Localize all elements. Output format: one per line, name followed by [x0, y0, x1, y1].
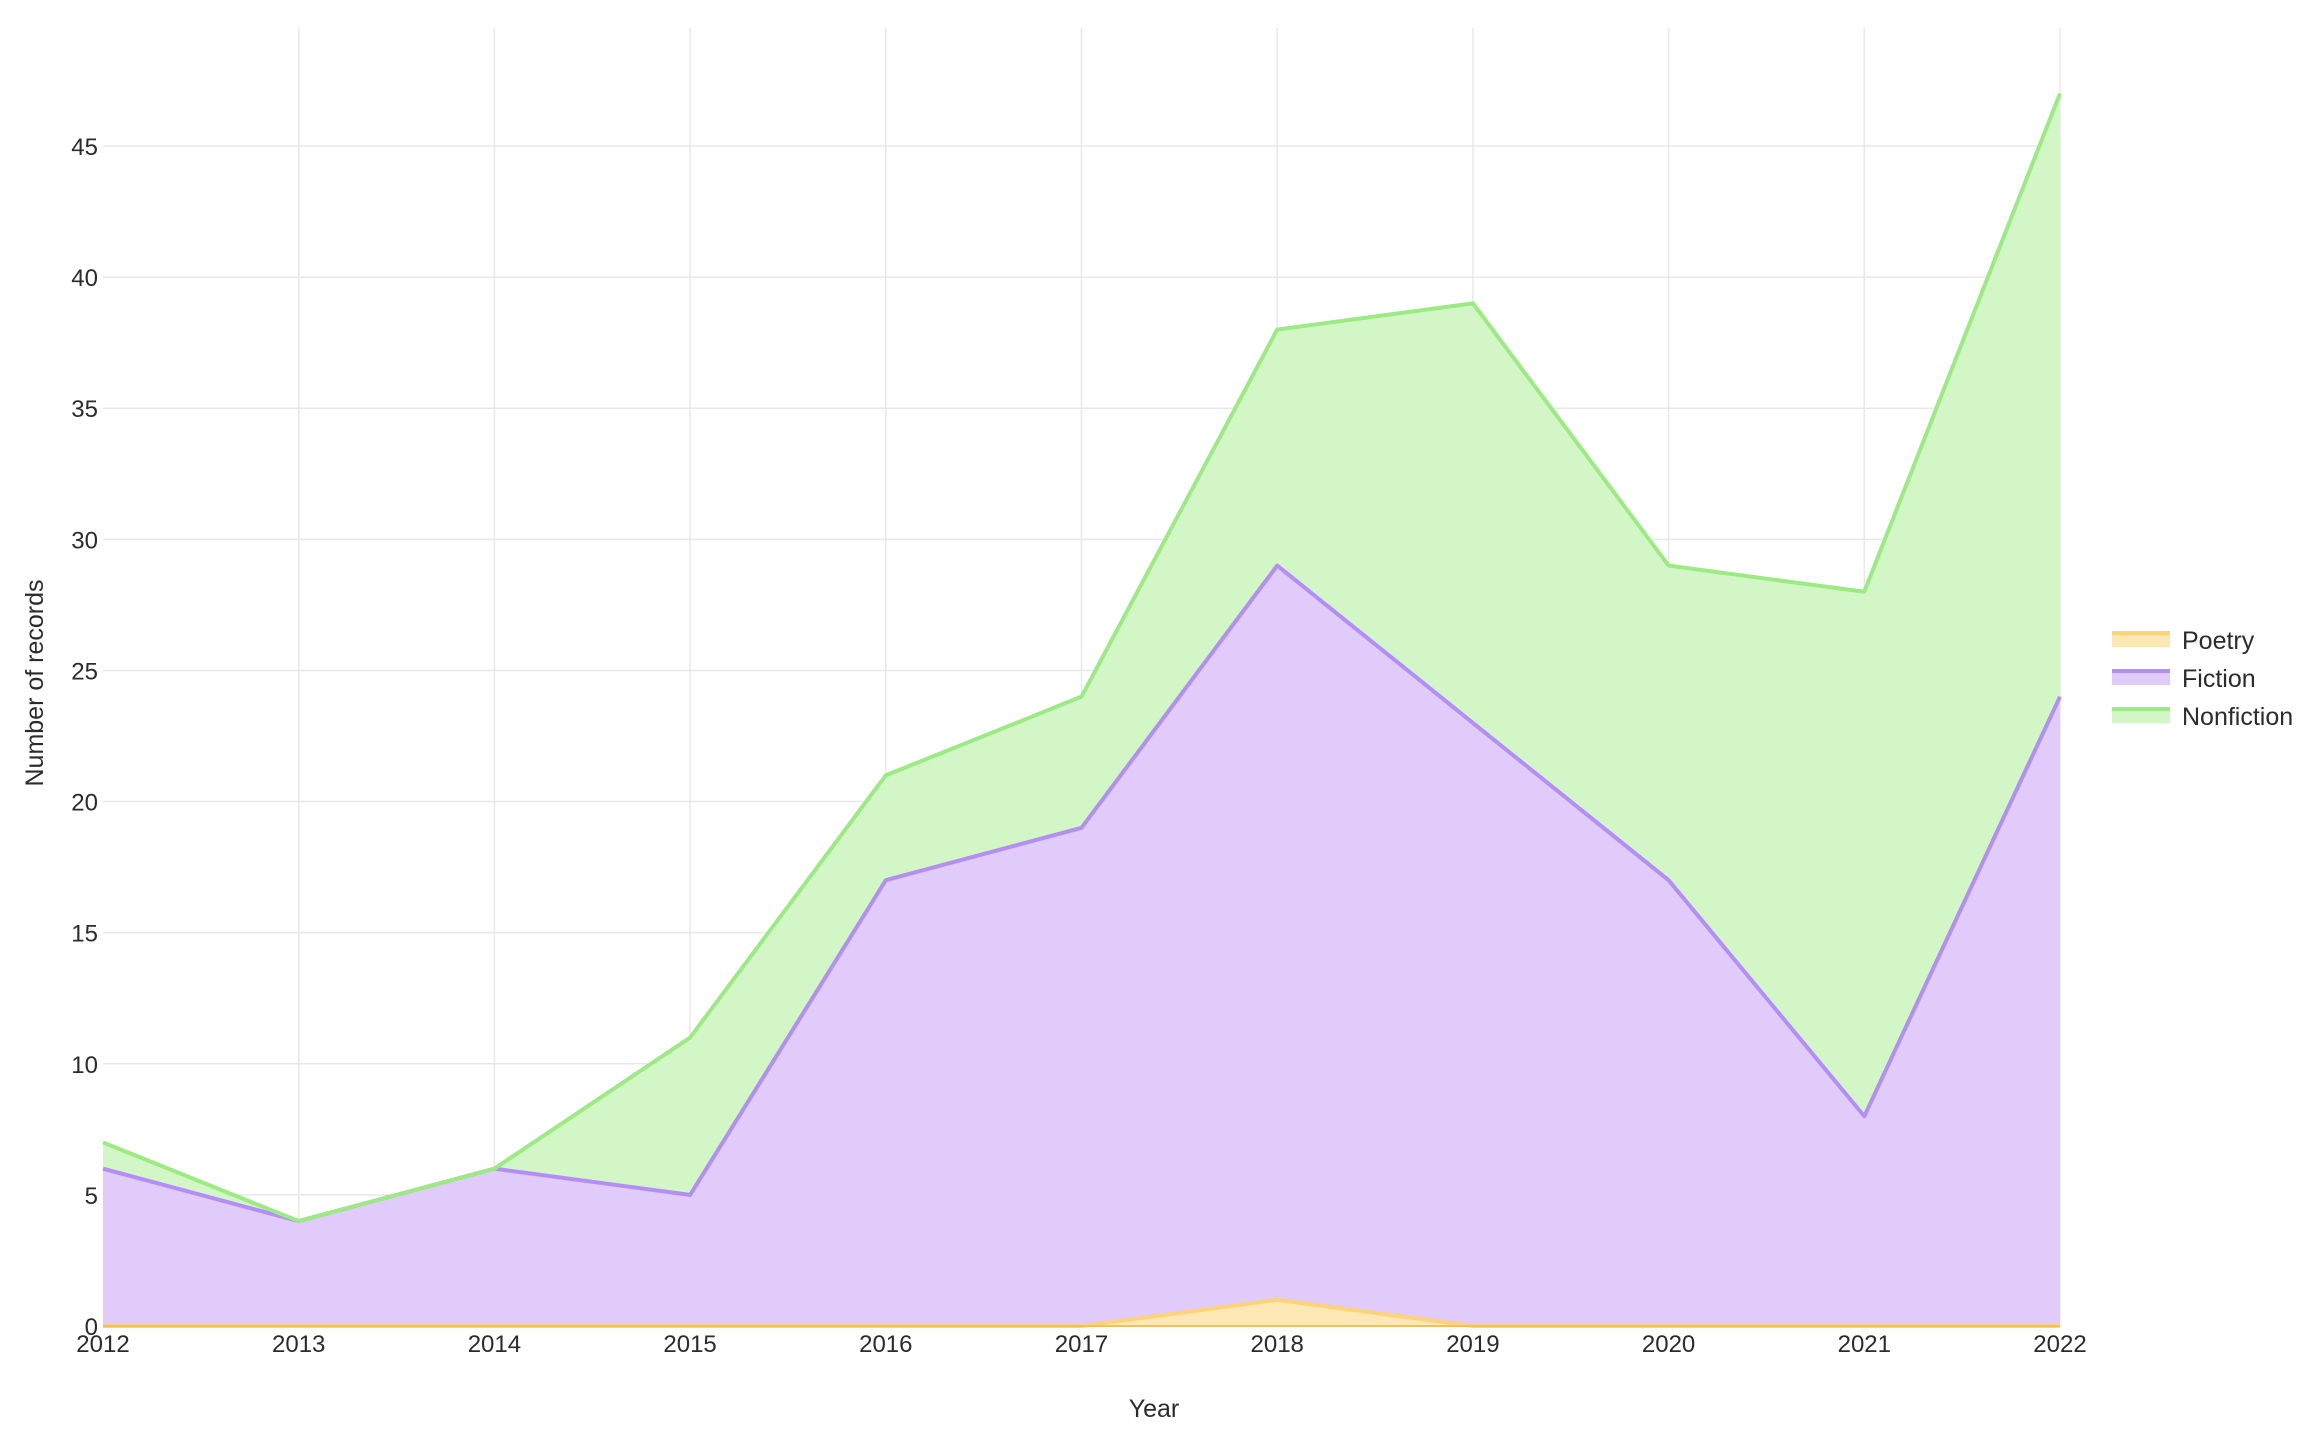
x-tick-label: 2014	[468, 1331, 521, 1358]
legend-swatch	[2112, 633, 2170, 647]
y-tick-label: 20	[71, 790, 98, 817]
area-layer	[103, 93, 2060, 1326]
legend-item-poetry[interactable]: Poetry	[2112, 627, 2255, 655]
y-tick-label: 10	[71, 1052, 98, 1079]
x-tick-label: 2020	[1642, 1331, 1695, 1358]
y-tick-label: 45	[71, 134, 98, 161]
x-tick-label: 2017	[1055, 1331, 1108, 1358]
y-tick-label: 30	[71, 527, 98, 554]
axis-layer: 0 5 10 15 20 25 30 35 40 45 2012 2013 2014 2015 2016 20…	[71, 134, 2086, 1358]
x-tick-label: 2015	[663, 1331, 716, 1358]
y-tick-label: 25	[71, 658, 98, 685]
x-axis-title: Year	[1129, 1395, 1180, 1423]
area-fiction	[103, 565, 2060, 1326]
y-tick-label: 35	[71, 396, 98, 423]
x-tick-label: 2013	[272, 1331, 325, 1358]
y-axis-title: Number of records	[21, 579, 49, 786]
y-tick-label: 15	[71, 921, 98, 948]
x-tick-label: 2016	[859, 1331, 912, 1358]
y-tick-label: 0	[85, 1314, 98, 1341]
legend-swatch	[2112, 709, 2170, 723]
legend-label: Nonfiction	[2182, 703, 2293, 731]
y-tick-label: 5	[85, 1183, 98, 1210]
x-tick-label: 2021	[1838, 1331, 1891, 1358]
area-nonfiction	[103, 93, 2060, 1222]
x-tick-label: 2022	[2033, 1331, 2086, 1358]
y-tick-label: 40	[71, 265, 98, 292]
legend-item-nonfiction[interactable]: Nonfiction	[2112, 703, 2293, 731]
x-tick-label: 2018	[1251, 1331, 1304, 1358]
x-tick-label: 2019	[1446, 1331, 1499, 1358]
legend-swatch	[2112, 671, 2170, 685]
legend-label: Fiction	[2182, 665, 2256, 693]
line-nonfiction	[102, 92, 2062, 1224]
x-tick-label: 2012	[76, 1331, 129, 1358]
legend: Poetry Fiction Nonfiction	[2112, 627, 2293, 731]
legend-item-fiction[interactable]: Fiction	[2112, 665, 2256, 693]
legend-label: Poetry	[2182, 627, 2255, 655]
